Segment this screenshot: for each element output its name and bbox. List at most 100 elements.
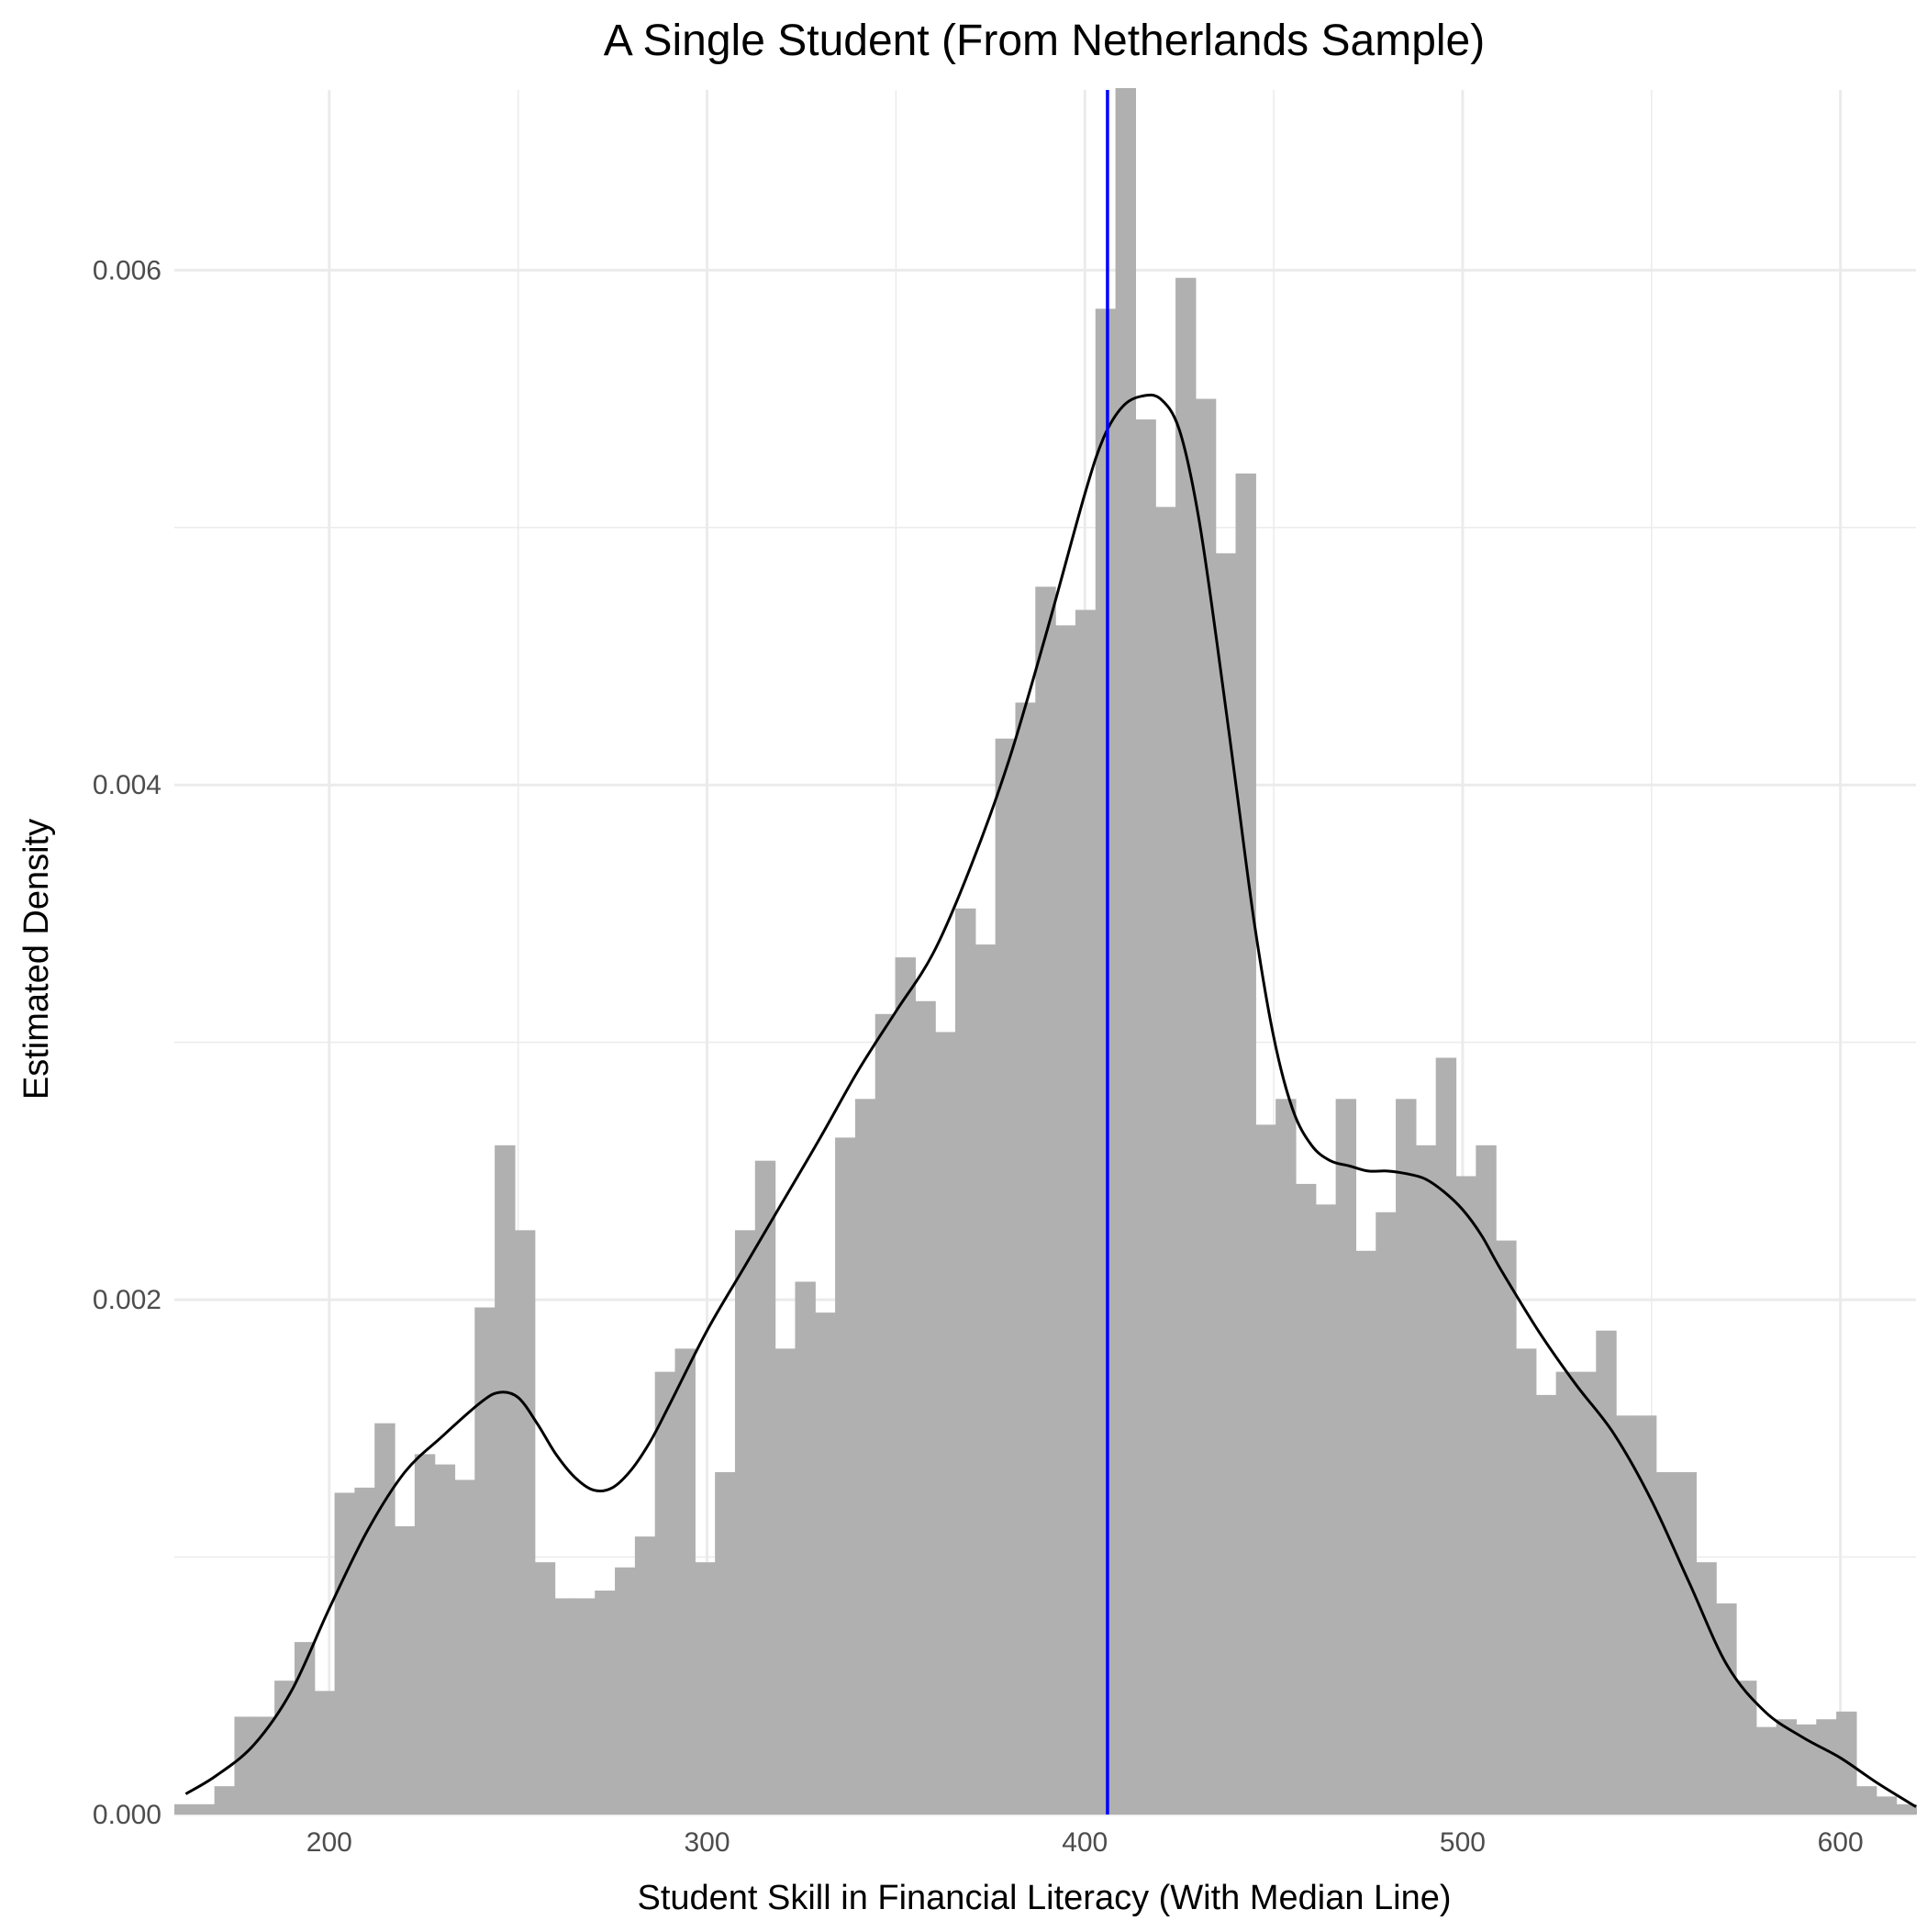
histogram-bar <box>1255 1124 1276 1815</box>
histogram-bar <box>1716 1603 1737 1815</box>
histogram-bar <box>1015 702 1036 1815</box>
histogram-bar <box>975 944 997 1815</box>
histogram-bar <box>194 1804 216 1815</box>
histogram-bar <box>454 1480 475 1815</box>
histogram-bar <box>1555 1371 1577 1815</box>
histogram-bar <box>1576 1371 1597 1815</box>
histogram-bar <box>1896 1804 1918 1815</box>
histogram-bar <box>734 1230 756 1815</box>
x-axis-ticks: 200 300 400 500 600 <box>306 1827 1864 1858</box>
histogram-bar <box>1355 1250 1376 1815</box>
histogram-bar <box>1855 1786 1877 1815</box>
histogram-bar <box>274 1681 295 1815</box>
histogram-bar <box>1736 1681 1757 1815</box>
histogram-bar <box>294 1642 316 1815</box>
histogram-bar <box>835 1137 856 1815</box>
histogram-bar <box>774 1348 796 1815</box>
histogram-bar <box>1335 1099 1357 1815</box>
histogram-bar <box>314 1691 336 1815</box>
histogram-bars <box>174 88 1918 1815</box>
histogram-bar <box>874 1013 897 1815</box>
histogram-bar <box>1075 609 1097 1815</box>
histogram-bar <box>1776 1719 1798 1815</box>
histogram-bar <box>474 1307 496 1815</box>
histogram-bar <box>495 1145 516 1815</box>
histogram-bar <box>915 1000 936 1815</box>
histogram-bar <box>554 1598 576 1815</box>
histogram-bar <box>634 1536 656 1815</box>
histogram-bar <box>254 1716 275 1815</box>
histogram-bar <box>715 1472 736 1815</box>
histogram-bar <box>574 1598 596 1815</box>
histogram-bar <box>1376 1212 1397 1815</box>
histogram-bar <box>1535 1394 1557 1815</box>
histogram-bar <box>955 908 976 1815</box>
histogram-bar <box>1195 398 1217 1815</box>
histogram-bar <box>414 1454 436 1815</box>
histogram-bar <box>1696 1562 1717 1815</box>
histogram-bar <box>1095 308 1117 1815</box>
histogram-bar <box>674 1348 696 1815</box>
x-tick-label: 400 <box>1062 1827 1108 1858</box>
histogram-bar <box>654 1371 676 1815</box>
histogram-bar <box>1235 473 1256 1815</box>
chart-title: A Single Student (From Netherlands Sampl… <box>604 17 1485 65</box>
y-axis-title: Estimated Density <box>17 819 56 1100</box>
x-tick-label: 300 <box>684 1827 730 1858</box>
histogram-bar <box>815 1312 836 1815</box>
histogram-bar <box>374 1423 395 1815</box>
x-tick-label: 500 <box>1440 1827 1486 1858</box>
histogram-bar <box>1455 1176 1476 1815</box>
histogram-bar <box>234 1716 255 1815</box>
histogram-bar <box>1055 625 1076 1815</box>
histogram-bar <box>1796 1724 1817 1815</box>
histogram-bar <box>1315 1204 1337 1815</box>
histogram-bar <box>1635 1415 1657 1815</box>
histogram-bar <box>1515 1348 1537 1815</box>
histogram-bar <box>534 1562 556 1815</box>
histogram-bar <box>695 1562 716 1815</box>
histogram-bar <box>1115 88 1136 1815</box>
x-axis-title: Student Skill in Financial Literacy (Wit… <box>637 1879 1451 1917</box>
histogram-bar <box>1816 1719 1837 1815</box>
x-tick-label: 600 <box>1818 1827 1864 1858</box>
histogram-bar <box>214 1786 236 1815</box>
histogram-bar <box>1035 586 1056 1815</box>
histogram-bar <box>174 1804 195 1815</box>
histogram-bar <box>1175 277 1197 1815</box>
histogram-bar <box>1476 1145 1497 1815</box>
histogram-bar <box>1435 1057 1457 1815</box>
histogram-bar <box>1676 1472 1697 1815</box>
density-curve <box>184 393 1917 1808</box>
histogram-bar <box>1275 1099 1297 1815</box>
histogram-bar <box>434 1464 456 1815</box>
histogram-bar <box>1616 1415 1637 1815</box>
histogram-bar <box>995 738 1017 1815</box>
histogram-bar <box>595 1591 616 1815</box>
histogram-bar <box>615 1567 636 1815</box>
histogram-bar <box>754 1160 776 1815</box>
y-axis-ticks: 0.000 0.002 0.004 0.006 <box>93 255 162 1830</box>
histogram-bar <box>1295 1183 1317 1815</box>
histogram-bar <box>1876 1796 1898 1815</box>
histogram-bar <box>514 1230 536 1815</box>
histogram-bar <box>1596 1330 1617 1815</box>
histogram-bar <box>354 1487 375 1815</box>
y-tick-label: 0.004 <box>93 770 162 800</box>
histogram-bar <box>1215 553 1237 1815</box>
x-tick-label: 200 <box>306 1827 352 1858</box>
histogram-bar <box>1155 507 1176 1815</box>
y-tick-label: 0.006 <box>93 255 162 285</box>
histogram-bar <box>854 1099 876 1815</box>
y-tick-label: 0.000 <box>93 1800 162 1830</box>
histogram-bar <box>1496 1240 1517 1815</box>
histogram-bar <box>334 1492 355 1815</box>
histogram-bar <box>1415 1145 1437 1815</box>
histogram-bar <box>935 1032 956 1815</box>
histogram-bar <box>395 1525 416 1815</box>
histogram-bar <box>895 957 916 1815</box>
histogram-bar <box>1396 1099 1417 1815</box>
histogram-bar <box>1755 1726 1777 1815</box>
